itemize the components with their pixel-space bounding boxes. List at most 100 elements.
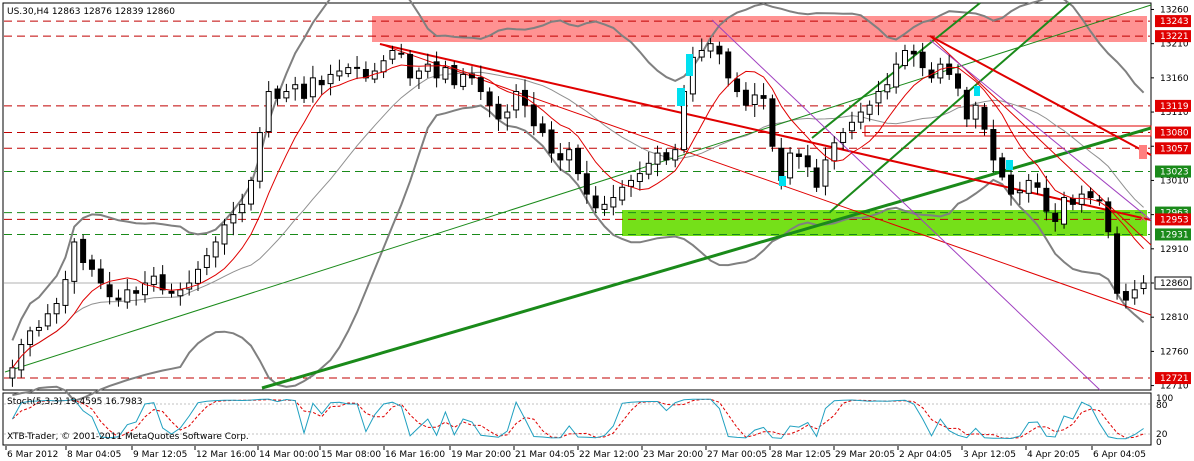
candle-bear	[133, 290, 140, 294]
stoch-level-100-label: 100	[1156, 394, 1173, 404]
x-tick-label: 2 Apr 04:05	[899, 450, 952, 460]
candle-bull	[177, 289, 184, 297]
candle-bull	[1025, 179, 1032, 194]
candle-bull	[265, 91, 272, 133]
price-level-tag-label: 13057	[1160, 144, 1189, 154]
candle-bear	[486, 91, 493, 106]
candle-bull	[283, 91, 290, 99]
candle-bear	[548, 129, 555, 154]
candle-bull	[504, 111, 511, 119]
candle-bear	[795, 153, 802, 157]
trend-red-thin-1	[379, 43, 1152, 316]
price-level-tag	[1155, 372, 1191, 385]
highlight-marker-4	[974, 86, 980, 96]
candle-bear	[734, 78, 741, 93]
x-tick-label: 19 Mar 20:00	[451, 450, 511, 460]
candle-bull	[672, 149, 679, 161]
candle-bull	[875, 91, 882, 104]
candle-bull	[124, 289, 131, 303]
main-plot-frame	[2, 2, 1152, 391]
candle-bear	[663, 152, 670, 161]
candle-bear	[477, 77, 484, 93]
x-tick-label: 16 Mar 16:00	[385, 450, 445, 460]
marker-x-icon: ×	[1138, 211, 1148, 225]
candle-bear	[88, 259, 95, 270]
candle-bear	[1096, 199, 1103, 202]
trend-green-thin	[4, 4, 1152, 373]
candle-bull	[141, 282, 148, 296]
candle-bull	[212, 241, 219, 258]
candle-bull	[230, 214, 237, 224]
candle-bull	[248, 179, 255, 205]
symbol-info: US.30,H4 12863 12876 12839 12860	[7, 7, 175, 17]
price-level-tag-label: 13080	[1160, 129, 1189, 139]
candle-bull	[601, 203, 608, 210]
price-level-tag	[1155, 99, 1191, 112]
candle-bear	[910, 50, 917, 55]
candle-bull	[415, 70, 422, 79]
candle-bull	[424, 63, 431, 72]
candle-bull	[327, 73, 334, 85]
candle-bull	[866, 104, 873, 115]
candle-bear	[557, 153, 564, 161]
price-level-tag-label: 12860	[1160, 279, 1189, 289]
candle-bear	[575, 147, 581, 175]
stoch-level-80-label: 80	[1156, 401, 1168, 411]
candle-bear	[115, 297, 122, 301]
candle-bear	[433, 61, 440, 79]
candle-bull	[787, 152, 794, 179]
candle-bull	[707, 43, 714, 52]
candle-bull	[619, 186, 626, 201]
x-tick-label: 3 Apr 12:05	[963, 450, 1016, 460]
stoch-signal-line	[12, 398, 1144, 439]
x-tick-label: 27 Mar 00:05	[707, 450, 767, 460]
candle-bull	[901, 50, 908, 67]
candle-bull	[1131, 289, 1138, 299]
price-level-tag	[1155, 142, 1191, 155]
x-tick-label: 14 Mar 00:00	[259, 450, 319, 460]
candle-bull	[698, 50, 705, 58]
candle-bear	[168, 290, 175, 294]
candle-bull	[150, 275, 157, 285]
candle-bear	[804, 155, 811, 168]
price-level-tag	[1155, 228, 1191, 241]
candle-bear	[999, 157, 1006, 178]
candle-bear	[963, 89, 970, 120]
bollinger-lower	[12, 104, 1145, 402]
candle-bear	[955, 73, 961, 89]
candle-bear	[592, 195, 599, 209]
x-tick-label: 9 Mar 12:05	[133, 450, 187, 460]
price-level-tag	[1154, 276, 1192, 290]
y-tick-label: 13210	[1160, 40, 1189, 50]
candle-bear	[1087, 191, 1094, 199]
price-level-tag	[1155, 165, 1191, 178]
candle-bull	[186, 282, 193, 290]
candle-bull	[389, 50, 396, 60]
candle-bull	[18, 344, 25, 371]
price-level-tag	[1155, 126, 1191, 139]
candle-bear	[451, 65, 458, 86]
candle-bull	[1061, 197, 1068, 225]
y-tick-label: 13160	[1160, 74, 1189, 84]
candle-bull	[610, 197, 617, 208]
candle-bull	[442, 67, 449, 80]
candle-bear	[1069, 197, 1076, 205]
price-level-tag-label: 13119	[1160, 102, 1189, 112]
candle-bull	[857, 111, 864, 123]
candle-bear	[760, 95, 767, 99]
candle-bull	[27, 330, 34, 346]
stoch-plot-frame	[2, 392, 1152, 446]
candle-bear	[946, 63, 953, 75]
x-tick-label: 22 Mar 12:00	[579, 450, 639, 460]
candle-bear	[106, 284, 113, 298]
candle-bear	[354, 66, 361, 69]
candle-bear	[274, 88, 281, 99]
candle-bear	[742, 89, 749, 106]
candle-bull	[1078, 193, 1085, 205]
candle-bull	[636, 173, 643, 182]
candle-bear	[583, 173, 590, 195]
candle-bear	[981, 106, 988, 130]
candle-bull	[53, 303, 60, 315]
candle-bear	[495, 103, 502, 120]
